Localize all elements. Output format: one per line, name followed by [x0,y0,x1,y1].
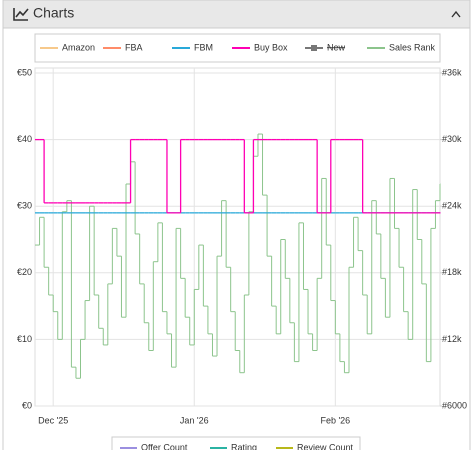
legend-label[interactable]: Buy Box [254,42,288,52]
plot-area [34,67,441,407]
x-tick-label: Jan '26 [180,415,209,425]
y2-tick-label: #30k [442,134,462,144]
legend-label[interactable]: Review Count [297,442,354,450]
legend-box-secondary [111,436,361,450]
chart-icon [13,8,29,21]
y-tick-label: €20 [17,267,32,277]
y2-tick-label: #36k [442,67,462,77]
header-title: Charts [33,5,74,21]
y-tick-label: €40 [17,134,32,144]
x-tick-label: Dec '25 [38,415,68,425]
y2-tick-label: #18k [442,267,462,277]
y-tick-label: €50 [17,67,32,77]
legend-label[interactable]: FBA [125,42,143,52]
y2-tick-label: #24k [442,201,462,211]
y2-tick-label: #6000 [442,400,467,410]
y-tick-label: €10 [17,334,32,344]
legend-label[interactable]: Amazon [62,42,95,52]
x-tick-label: Feb '26 [320,415,350,425]
legend-label[interactable]: Offer Count [141,442,188,450]
legend-label[interactable]: FBM [194,42,213,52]
panel-header[interactable] [2,0,471,29]
legend-marker[interactable] [311,45,317,51]
legend-label[interactable]: Rating [231,442,257,450]
legend-label[interactable]: New [327,42,346,52]
y-tick-label: €30 [17,201,32,211]
y-tick-label: €0 [22,400,32,410]
legend-label[interactable]: Sales Rank [389,42,436,52]
y2-tick-label: #12k [442,334,462,344]
collapse-caret[interactable] [451,10,461,18]
